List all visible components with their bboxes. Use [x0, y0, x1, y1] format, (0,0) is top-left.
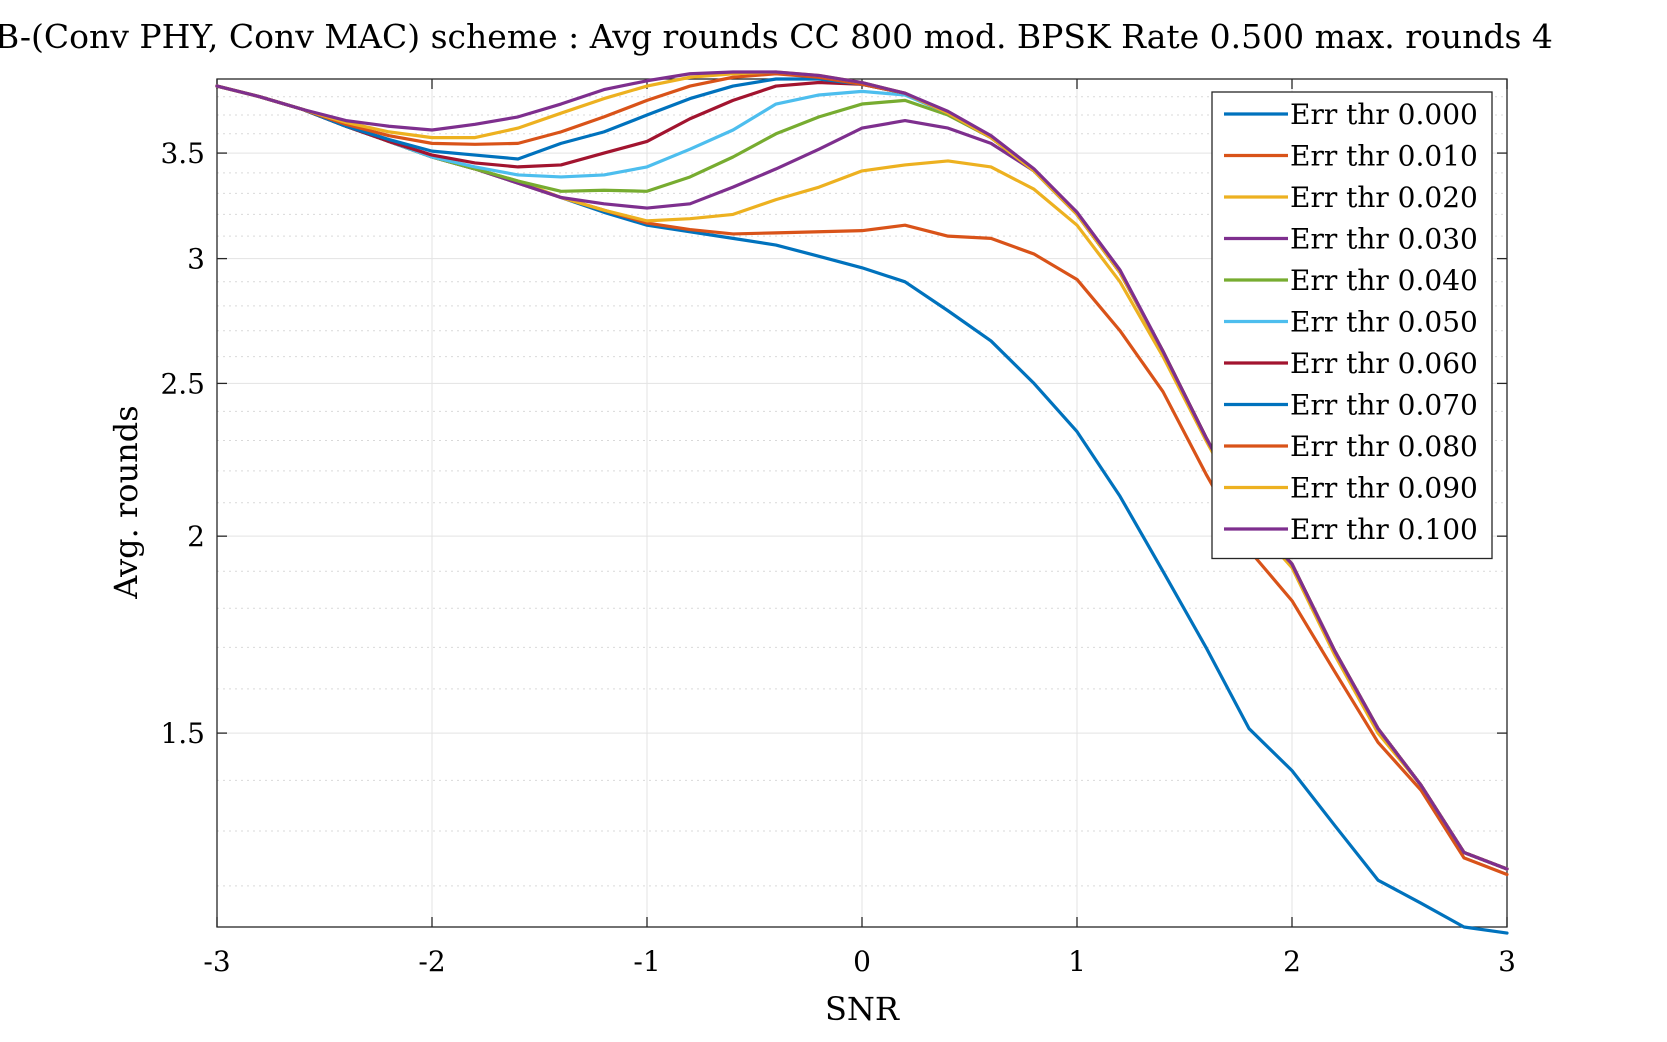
legend-label: Err thr 0.020 — [1290, 181, 1478, 214]
x-tick-label: 3 — [1498, 945, 1516, 978]
legend-label: Err thr 0.030 — [1290, 223, 1478, 256]
legend-label: Err thr 0.100 — [1290, 513, 1478, 546]
x-axis-label: SNR — [825, 990, 900, 1028]
legend-label: Err thr 0.040 — [1290, 264, 1478, 297]
legend-box — [1211, 91, 1493, 560]
legend-label: Err thr 0.070 — [1290, 389, 1478, 422]
y-tick-label: 3.5 — [160, 137, 205, 170]
legend-label: Err thr 0.010 — [1290, 140, 1478, 173]
y-tick-label: 3 — [187, 243, 205, 276]
x-tick-label: 0 — [853, 945, 871, 978]
x-tick-label: -1 — [633, 945, 660, 978]
legend: Err thr 0.000 Err thr 0.010 Err thr 0.020 E… — [1211, 91, 1493, 560]
series-line-10 — [215, 70, 1509, 871]
legend-label: Err thr 0.000 — [1290, 98, 1478, 131]
series-lines — [215, 70, 1509, 935]
legend-label: Err thr 0.050 — [1290, 306, 1478, 339]
legend-label: Err thr 0.060 — [1290, 347, 1478, 380]
y-tick-label: 2 — [187, 520, 205, 553]
x-tick-label: -3 — [203, 945, 230, 978]
chart-title: B-(Conv PHY, Conv MAC) scheme : Avg roun… — [0, 17, 1553, 56]
x-tick-label: -2 — [418, 945, 445, 978]
x-tick-label: 2 — [1283, 945, 1301, 978]
y-axis-label: Avg. rounds — [107, 405, 145, 599]
y-tick-label: 2.5 — [160, 367, 205, 400]
legend-label: Err thr 0.090 — [1290, 472, 1478, 505]
x-tick-label: 1 — [1068, 945, 1086, 978]
legend-label: Err thr 0.080 — [1290, 430, 1478, 463]
y-tick-label: 1.5 — [160, 717, 205, 750]
